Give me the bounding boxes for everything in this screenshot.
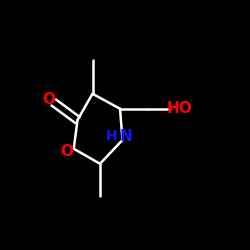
Text: N: N [120, 129, 132, 144]
Text: H: H [106, 129, 117, 143]
Text: HO: HO [167, 101, 193, 116]
Text: O: O [42, 92, 55, 108]
Text: O: O [60, 144, 74, 159]
